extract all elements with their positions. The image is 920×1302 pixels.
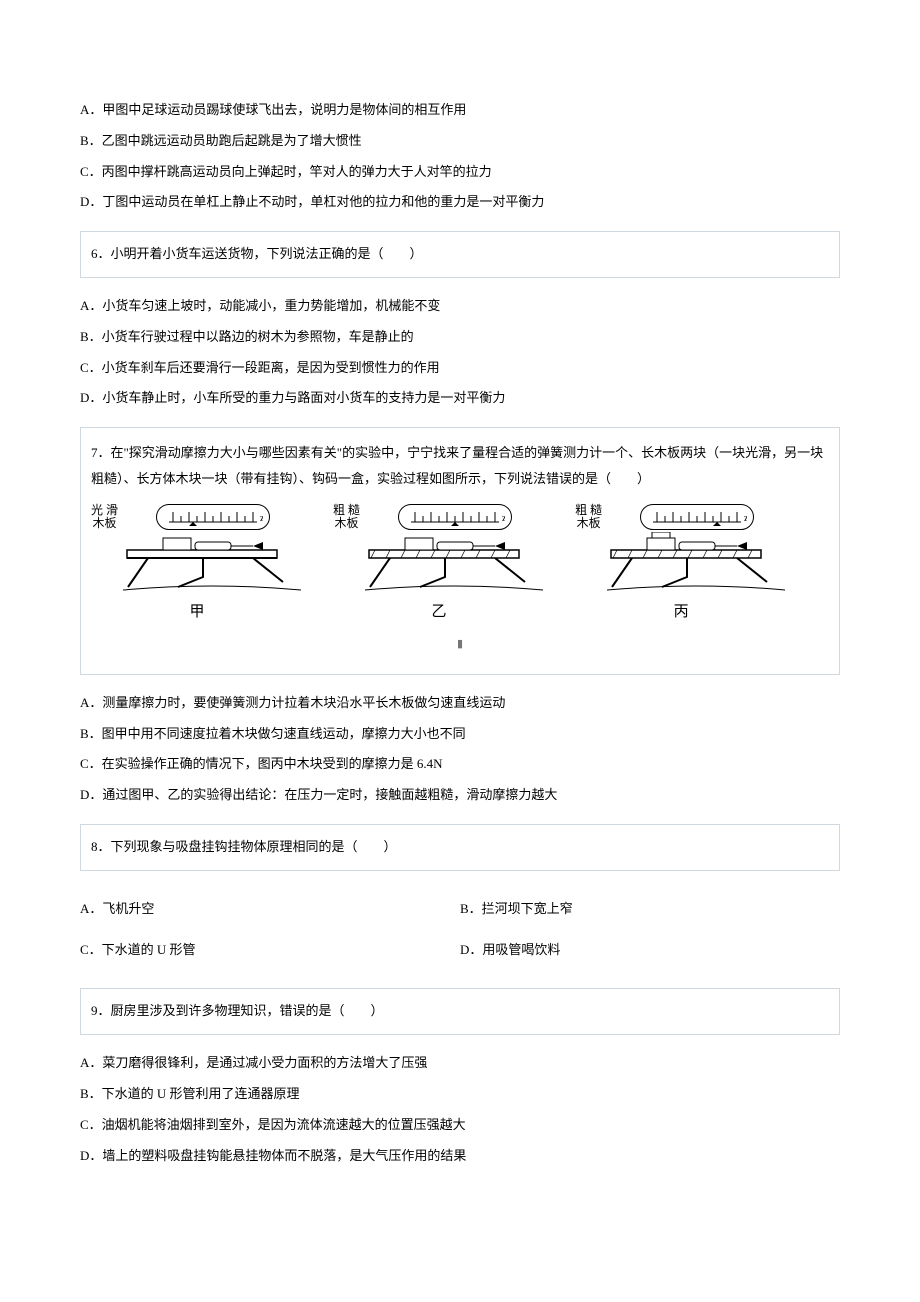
spring-scale-closeup: z — [156, 504, 270, 530]
q7-option-b: B．图甲中用不同速度拉着木块做匀速直线运动，摩擦力大小也不同 — [80, 724, 840, 745]
experiment-setup-drawing — [123, 532, 303, 592]
unit-label: z — [744, 513, 747, 524]
q5-option-a: A．甲图中足球运动员踢球使球飞出去，说明力是物体间的相互作用 — [80, 100, 840, 121]
q7-option-a: A．测量摩擦力时，要使弹簧测力计拉着木块沿水平长木板做匀速直线运动 — [80, 693, 840, 714]
experiment-setup-drawing — [607, 532, 787, 592]
q8-box: 8．下列现象与吸盘挂钩挂物体原理相同的是（ ） — [80, 824, 840, 871]
q6-option-a: A．小货车匀速上坡时，动能减小，重力势能增加，机械能不变 — [80, 296, 840, 317]
label-text: 光 — [91, 503, 103, 517]
q9-option-b: B．下水道的 U 形管利用了连通器原理 — [80, 1084, 840, 1105]
q7-option-d: D．通过图甲、乙的实验得出结论：在压力一定时，接触面越粗糙，滑动摩擦力越大 — [80, 785, 840, 806]
q6-option-d: D．小货车静止时，小车所受的重力与路面对小货车的支持力是一对平衡力 — [80, 388, 840, 409]
q5-option-d: D．丁图中运动员在单杠上静止不动时，单杠对他的拉力和他的重力是一对平衡力 — [80, 192, 840, 213]
q7-options: A．测量摩擦力时，要使弹簧测力计拉着木块沿水平长木板做匀速直线运动 B．图甲中用… — [80, 693, 840, 806]
q6-option-c: C．小货车刹车后还要滑行一段距离，是因为受到惯性力的作用 — [80, 358, 840, 379]
experiment-setup-drawing — [365, 532, 545, 592]
q6-option-b: B．小货车行驶过程中以路边的树木为参照物，车是静止的 — [80, 327, 840, 348]
q7-figures: 光 滑 木板 — [91, 504, 829, 624]
q6-stem: 6．小明开着小货车运送货物，下列说法正确的是（ ） — [91, 244, 829, 265]
q7-figure-yi: 粗 糙 木板 — [333, 504, 545, 624]
label-text: 滑 — [106, 503, 118, 517]
q9-stem: 9．厨房里涉及到许多物理知识，错误的是（ ） — [91, 1001, 829, 1022]
q7-figure-bing: 粗 糙 木板 — [575, 504, 787, 624]
q8-option-d: D．用吸管喝饮料 — [460, 940, 840, 961]
figure-caption-yi: 乙 — [432, 600, 447, 624]
label-text: 木板 — [91, 517, 118, 530]
label-text: 糙 — [590, 503, 602, 517]
label-text: 糙 — [348, 503, 360, 517]
q9-option-d: D．墙上的塑料吸盘挂钩能悬挂物体而不脱落，是大气压作用的结果 — [80, 1146, 840, 1167]
figure-caption-bing: 丙 — [674, 600, 689, 624]
q5-option-c: C．丙图中撑杆跳高运动员向上弹起时，竿对人的弹力大于人对竿的拉力 — [80, 162, 840, 183]
q6-box: 6．小明开着小货车运送货物，下列说法正确的是（ ） — [80, 231, 840, 278]
q9-options: A．菜刀磨得很锋利，是通过减小受力面积的方法增大了压强 B．下水道的 U 形管利… — [80, 1053, 840, 1166]
page-marker: ▮ — [91, 636, 829, 654]
unit-label: z — [502, 513, 505, 524]
q8-option-a: A．飞机升空 — [80, 899, 460, 920]
spring-scale-closeup: z — [640, 504, 754, 530]
q8-options-row2: C．下水道的 U 形管 D．用吸管喝饮料 — [80, 930, 840, 971]
label-text: 粗 — [575, 503, 587, 517]
spring-scale-closeup: z — [398, 504, 512, 530]
q9-option-c: C．油烟机能将油烟排到室外，是因为流体流速越大的位置压强越大 — [80, 1115, 840, 1136]
figure-surface-label: 粗 糙 木板 — [333, 504, 360, 530]
q8-options-row1: A．飞机升空 B．拦河坝下宽上窄 — [80, 889, 840, 930]
q8-option-b: B．拦河坝下宽上窄 — [460, 899, 840, 920]
q8-stem: 8．下列现象与吸盘挂钩挂物体原理相同的是（ ） — [91, 837, 829, 858]
figure-caption-jia: 甲 — [190, 600, 205, 624]
unit-label: z — [260, 513, 263, 524]
q6-options: A．小货车匀速上坡时，动能减小，重力势能增加，机械能不变 B．小货车行驶过程中以… — [80, 296, 840, 409]
q9-box: 9．厨房里涉及到许多物理知识，错误的是（ ） — [80, 988, 840, 1035]
q5-options: A．甲图中足球运动员踢球使球飞出去，说明力是物体间的相互作用 B．乙图中跳远运动… — [80, 100, 840, 213]
q8-option-c: C．下水道的 U 形管 — [80, 940, 460, 961]
q9-option-a: A．菜刀磨得很锋利，是通过减小受力面积的方法增大了压强 — [80, 1053, 840, 1074]
q7-figure-jia: 光 滑 木板 — [91, 504, 303, 624]
figure-surface-label: 光 滑 木板 — [91, 504, 118, 530]
figure-surface-label: 粗 糙 木板 — [575, 504, 602, 530]
q7-box: 7．在"探究滑动摩擦力大小与哪些因素有关"的实验中，宁宁找来了量程合适的弹簧测力… — [80, 427, 840, 675]
q7-option-c: C．在实验操作正确的情况下，图丙中木块受到的摩擦力是 6.4N — [80, 754, 840, 775]
label-text: 粗 — [333, 503, 345, 517]
q5-option-b: B．乙图中跳远运动员助跑后起跳是为了增大惯性 — [80, 131, 840, 152]
q7-stem: 7．在"探究滑动摩擦力大小与哪些因素有关"的实验中，宁宁找来了量程合适的弹簧测力… — [91, 440, 829, 492]
label-text: 木板 — [333, 517, 360, 530]
label-text: 木板 — [575, 517, 602, 530]
